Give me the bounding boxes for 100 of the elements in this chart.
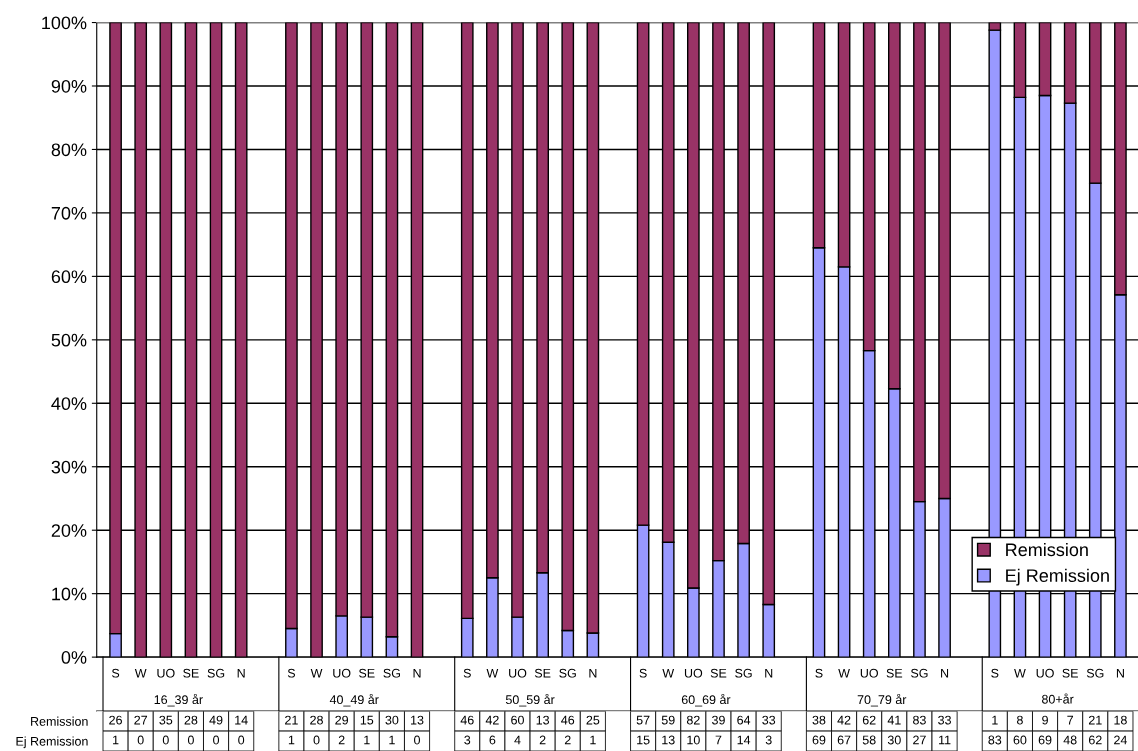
data-label: 0 bbox=[162, 735, 169, 745]
data-label: 13 bbox=[662, 735, 675, 745]
y-tick-label: Remission bbox=[31, 716, 88, 726]
x-tick-label: SG bbox=[559, 668, 576, 678]
data-label: 21 bbox=[285, 715, 298, 725]
data-label: 1 bbox=[590, 735, 596, 745]
x-tick-label: N bbox=[589, 668, 597, 678]
x-tick-label: SG bbox=[1086, 668, 1104, 678]
data-label: 48 bbox=[1063, 735, 1077, 745]
data-label: 46 bbox=[460, 715, 474, 725]
data-label: 0 bbox=[313, 735, 320, 745]
data-label: 29 bbox=[335, 715, 349, 725]
data-label: 38 bbox=[812, 715, 826, 725]
data-label: 24 bbox=[1114, 735, 1127, 745]
data-label: 39 bbox=[712, 715, 725, 725]
x-tick-label: UO bbox=[157, 668, 175, 678]
x-tick-label: N bbox=[237, 668, 245, 678]
y-tick-label: 30% bbox=[51, 460, 87, 474]
data-label: 49 bbox=[209, 715, 223, 725]
x-tick-label: S bbox=[991, 668, 999, 678]
data-label: 35 bbox=[159, 715, 173, 725]
x-tick-label: SG bbox=[735, 668, 752, 678]
data-label: 2 bbox=[564, 735, 571, 745]
data-label: 2 bbox=[338, 735, 345, 745]
text: 80+år bbox=[1042, 693, 1074, 704]
data-label: 0 bbox=[238, 735, 245, 745]
data-label: 11 bbox=[939, 735, 951, 745]
data-label: 62 bbox=[862, 715, 876, 725]
x-tick-label: S bbox=[463, 668, 471, 678]
data-label: 15 bbox=[360, 715, 374, 725]
y-tick-label: 10% bbox=[52, 587, 87, 601]
y-tick-label: 60% bbox=[51, 270, 87, 284]
x-tick-label: S bbox=[111, 668, 120, 678]
data-label: 26 bbox=[109, 715, 122, 725]
text: 60_69 år bbox=[681, 693, 731, 707]
text: 40_49 år bbox=[329, 693, 379, 707]
data-label: 33 bbox=[938, 715, 951, 725]
data-label: 25 bbox=[586, 715, 600, 725]
data-label: 42 bbox=[837, 715, 851, 725]
data-label: 4 bbox=[514, 735, 521, 745]
y-tick-label: Ej Remission bbox=[16, 736, 88, 749]
x-tick-label: W bbox=[838, 668, 850, 678]
data-label: 0 bbox=[137, 735, 144, 745]
data-label: 28 bbox=[184, 715, 198, 725]
data-label: 42 bbox=[485, 715, 499, 725]
text: 70_79 år bbox=[857, 693, 907, 707]
data-label: 6 bbox=[489, 735, 496, 745]
data-label: 1 bbox=[288, 735, 295, 745]
data-label: 3 bbox=[765, 735, 772, 745]
data-label: 59 bbox=[661, 715, 675, 725]
data-label: 21 bbox=[1088, 715, 1102, 725]
data-label: 58 bbox=[862, 735, 876, 745]
data-label: 15 bbox=[637, 735, 650, 745]
data-label: 83 bbox=[988, 735, 1002, 745]
data-label: 2 bbox=[539, 735, 546, 745]
x-tick-label: N bbox=[941, 668, 949, 678]
x-tick-label: SE bbox=[1062, 668, 1078, 678]
data-label: 27 bbox=[913, 735, 926, 745]
y-tick-label: 50% bbox=[51, 333, 87, 347]
data-label: 13 bbox=[411, 715, 424, 725]
data-label: 0 bbox=[414, 735, 421, 745]
x-tick-label: UO bbox=[684, 668, 703, 678]
y-tick-label: 90% bbox=[51, 79, 87, 93]
legend-label: Remission bbox=[1006, 542, 1088, 557]
x-tick-label: SG bbox=[207, 668, 225, 678]
data-label: 14 bbox=[737, 735, 751, 745]
y-tick-label: 0% bbox=[61, 651, 87, 664]
data-label: 9 bbox=[1042, 715, 1048, 725]
text: 16_39 år bbox=[154, 693, 203, 707]
data-label: 8 bbox=[1017, 715, 1023, 725]
data-label: 64 bbox=[737, 715, 751, 725]
data-label: 82 bbox=[686, 715, 700, 725]
data-label: 27 bbox=[134, 715, 148, 725]
y-tick-label: 40% bbox=[51, 397, 87, 411]
x-tick-label: W bbox=[134, 668, 147, 678]
data-label: 30 bbox=[385, 715, 399, 725]
x-tick-label: S bbox=[287, 668, 296, 678]
data-label: 1 bbox=[389, 735, 395, 745]
x-tick-label: UO bbox=[509, 668, 527, 678]
y-tick-label: 20% bbox=[51, 524, 87, 537]
data-label: 41 bbox=[887, 715, 901, 725]
data-label: 1 bbox=[113, 735, 119, 745]
data-label: 46 bbox=[561, 715, 575, 725]
y-tick-label: 100% bbox=[42, 16, 87, 30]
x-tick-label: N bbox=[765, 668, 773, 678]
data-label: 69 bbox=[1038, 735, 1052, 745]
x-tick-label: SE bbox=[183, 668, 199, 678]
x-tick-label: W bbox=[310, 668, 323, 678]
data-label: 83 bbox=[913, 715, 926, 725]
data-label: 62 bbox=[1088, 735, 1102, 745]
data-label: 3 bbox=[464, 735, 471, 745]
x-tick-label: S bbox=[639, 668, 647, 678]
x-tick-label: S bbox=[815, 668, 823, 678]
x-tick-label: SG bbox=[910, 668, 928, 678]
data-label: 28 bbox=[310, 715, 323, 725]
x-tick-label: N bbox=[1116, 668, 1124, 678]
data-label: 13 bbox=[536, 715, 550, 725]
data-label: 30 bbox=[887, 735, 901, 745]
x-tick-label: N bbox=[413, 668, 421, 678]
x-tick-label: SG bbox=[383, 668, 400, 678]
